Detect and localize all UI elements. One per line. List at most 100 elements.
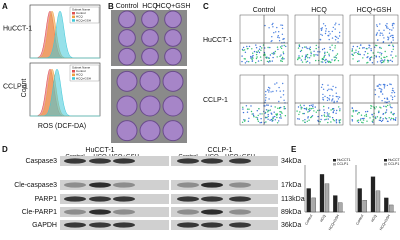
dot	[359, 53, 361, 56]
dot	[300, 49, 303, 52]
dot	[281, 27, 284, 30]
well	[141, 10, 159, 29]
dot	[277, 48, 279, 51]
dot	[392, 48, 394, 50]
dot	[267, 115, 269, 118]
dot	[379, 60, 382, 62]
dot	[390, 83, 392, 86]
dot	[338, 106, 340, 108]
dot	[279, 117, 281, 119]
dot	[328, 55, 330, 57]
dot	[305, 61, 307, 63]
dot	[385, 111, 387, 113]
bar	[375, 190, 381, 213]
dot	[339, 122, 341, 124]
dot	[371, 120, 373, 123]
dot	[283, 99, 285, 102]
dot	[281, 24, 284, 26]
dot	[271, 60, 273, 62]
dot	[392, 27, 394, 29]
dot	[324, 25, 327, 27]
dot	[282, 94, 285, 96]
dot	[266, 56, 268, 58]
dot	[272, 116, 274, 118]
dot	[378, 110, 380, 112]
dot	[257, 120, 260, 123]
dot	[379, 119, 382, 122]
dot	[388, 44, 391, 46]
dot	[369, 56, 372, 59]
dot	[266, 89, 269, 91]
dot	[250, 57, 252, 59]
flow-dots	[241, 22, 287, 64]
dot	[351, 115, 354, 117]
dot	[325, 59, 327, 61]
legend-swatch	[72, 19, 75, 22]
well	[116, 95, 138, 117]
dot	[321, 48, 324, 51]
dot	[280, 24, 282, 26]
dot	[382, 118, 384, 120]
bar	[362, 200, 367, 213]
band	[229, 158, 251, 164]
legend-swatch	[72, 77, 75, 80]
dot	[303, 112, 305, 115]
dot	[337, 96, 339, 98]
well	[141, 29, 159, 47]
dot	[368, 47, 370, 49]
dot	[370, 49, 372, 52]
dot	[375, 106, 377, 108]
dot	[272, 117, 274, 120]
dot	[391, 24, 394, 27]
dot	[335, 54, 337, 57]
dot	[356, 113, 359, 115]
dot	[264, 101, 266, 104]
band	[177, 158, 199, 164]
dot	[335, 119, 338, 121]
dot	[266, 104, 268, 106]
band	[201, 182, 223, 188]
flow-dots	[351, 83, 397, 124]
dot	[383, 37, 385, 39]
dot	[273, 51, 275, 54]
dot	[391, 34, 393, 37]
dot	[315, 47, 317, 50]
dot	[324, 32, 327, 35]
column-header: Control	[116, 3, 139, 10]
dot	[335, 95, 338, 98]
dot	[270, 118, 273, 121]
dot	[265, 90, 267, 93]
dot	[267, 57, 270, 59]
band	[89, 158, 111, 164]
dot	[322, 98, 324, 101]
dot	[265, 109, 268, 111]
bar	[333, 195, 338, 213]
dot	[279, 90, 281, 92]
dot	[376, 24, 378, 26]
dot	[378, 83, 380, 86]
dot	[363, 47, 365, 49]
dot	[309, 107, 311, 110]
dot	[298, 57, 300, 59]
dot	[334, 47, 336, 49]
dot	[320, 118, 322, 121]
dot	[243, 119, 245, 121]
dot	[365, 115, 368, 117]
dot	[329, 61, 331, 63]
dot	[381, 89, 383, 91]
dot	[302, 120, 304, 122]
dot	[261, 113, 263, 115]
dot	[379, 106, 381, 108]
bar	[389, 204, 394, 213]
dot	[281, 112, 283, 114]
dot	[386, 23, 388, 25]
dot	[267, 109, 269, 112]
size-label: 36kDa	[281, 222, 301, 229]
dot	[328, 99, 331, 101]
dot	[274, 106, 276, 108]
band	[177, 209, 199, 215]
dot	[241, 55, 243, 57]
dot	[259, 122, 261, 124]
dot	[372, 52, 374, 54]
